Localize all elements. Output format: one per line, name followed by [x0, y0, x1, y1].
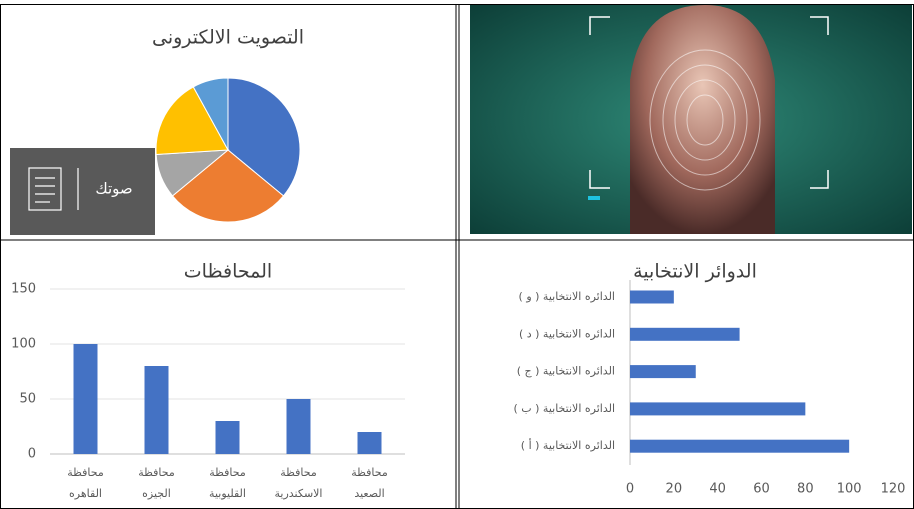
y-tick-label: 50: [19, 392, 36, 407]
x-tick-label: 40: [709, 482, 726, 497]
x-tick-label: محافظة: [351, 466, 388, 479]
x-tick-label: الاسكندرية: [275, 487, 323, 500]
button-label[interactable]: صوتك: [95, 180, 132, 198]
y-tick-label: الدائره الانتخابية ( د ): [519, 327, 615, 340]
pie-slice: [227, 77, 301, 197]
bar: [357, 432, 382, 454]
x-tick-label: الصعيد: [354, 487, 384, 500]
chart-title: المحافظات: [184, 261, 272, 283]
x-tick-label: 80: [797, 482, 814, 497]
x-tick-label: محافظة: [280, 466, 317, 479]
bar: [630, 402, 806, 416]
x-tick-label: 0: [626, 482, 634, 497]
y-tick-label: الدائره الانتخابية ( أ ): [521, 438, 615, 452]
x-tick-label: 20: [666, 482, 683, 497]
y-tick-label: 100: [11, 337, 36, 352]
bar: [286, 399, 311, 454]
bar: [144, 366, 169, 454]
bar: [215, 421, 240, 454]
bar: [630, 327, 740, 341]
x-tick-label: القاهره: [69, 487, 102, 500]
x-tick-label: محافظة: [67, 466, 104, 479]
y-tick-label: الدائره الانتخابية ( ج ): [517, 365, 615, 378]
bar: [630, 365, 696, 379]
x-tick-label: محافظة: [138, 466, 175, 479]
y-tick-label: الدائره الانتخابية ( و ): [519, 290, 615, 303]
x-tick-label: محافظة: [209, 466, 246, 479]
chart-title: التصويت الالكترونى: [152, 27, 304, 49]
vote-button[interactable]: صوتك: [10, 148, 155, 235]
pie-slice: [192, 77, 229, 151]
pie-slice: [171, 149, 285, 223]
y-tick-label: 150: [11, 282, 36, 297]
x-tick-label: 120: [881, 482, 906, 497]
x-tick-label: 60: [753, 482, 770, 497]
bar: [73, 344, 98, 454]
pie-slice: [155, 86, 229, 156]
bar: [630, 290, 674, 304]
x-tick-label: 100: [837, 482, 862, 497]
y-tick-label: الدائره الانتخابية ( ب ): [514, 402, 616, 415]
chart-title: الدوائر الانتخابية: [633, 261, 757, 283]
fingerprint-image: [470, 5, 912, 234]
x-tick-label: الجيزه: [142, 487, 171, 500]
y-tick-label: 0: [28, 447, 36, 462]
x-tick-label: القليوبية: [209, 487, 246, 500]
bar: [630, 439, 850, 453]
